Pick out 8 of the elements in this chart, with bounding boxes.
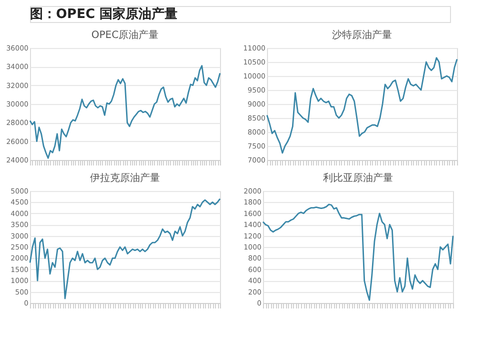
line-series (262, 204, 454, 301)
chart-title: 伊拉克原油产量 (90, 172, 160, 184)
line-series (266, 57, 458, 154)
chart-title: 沙特原油产量 (332, 29, 392, 41)
text: 图：OPEC 国家原油产量 (30, 6, 178, 22)
chart-title: 利比亚原油产量 (323, 172, 393, 184)
chart-title: OPEC原油产量 (91, 29, 159, 41)
line-series (29, 198, 221, 300)
